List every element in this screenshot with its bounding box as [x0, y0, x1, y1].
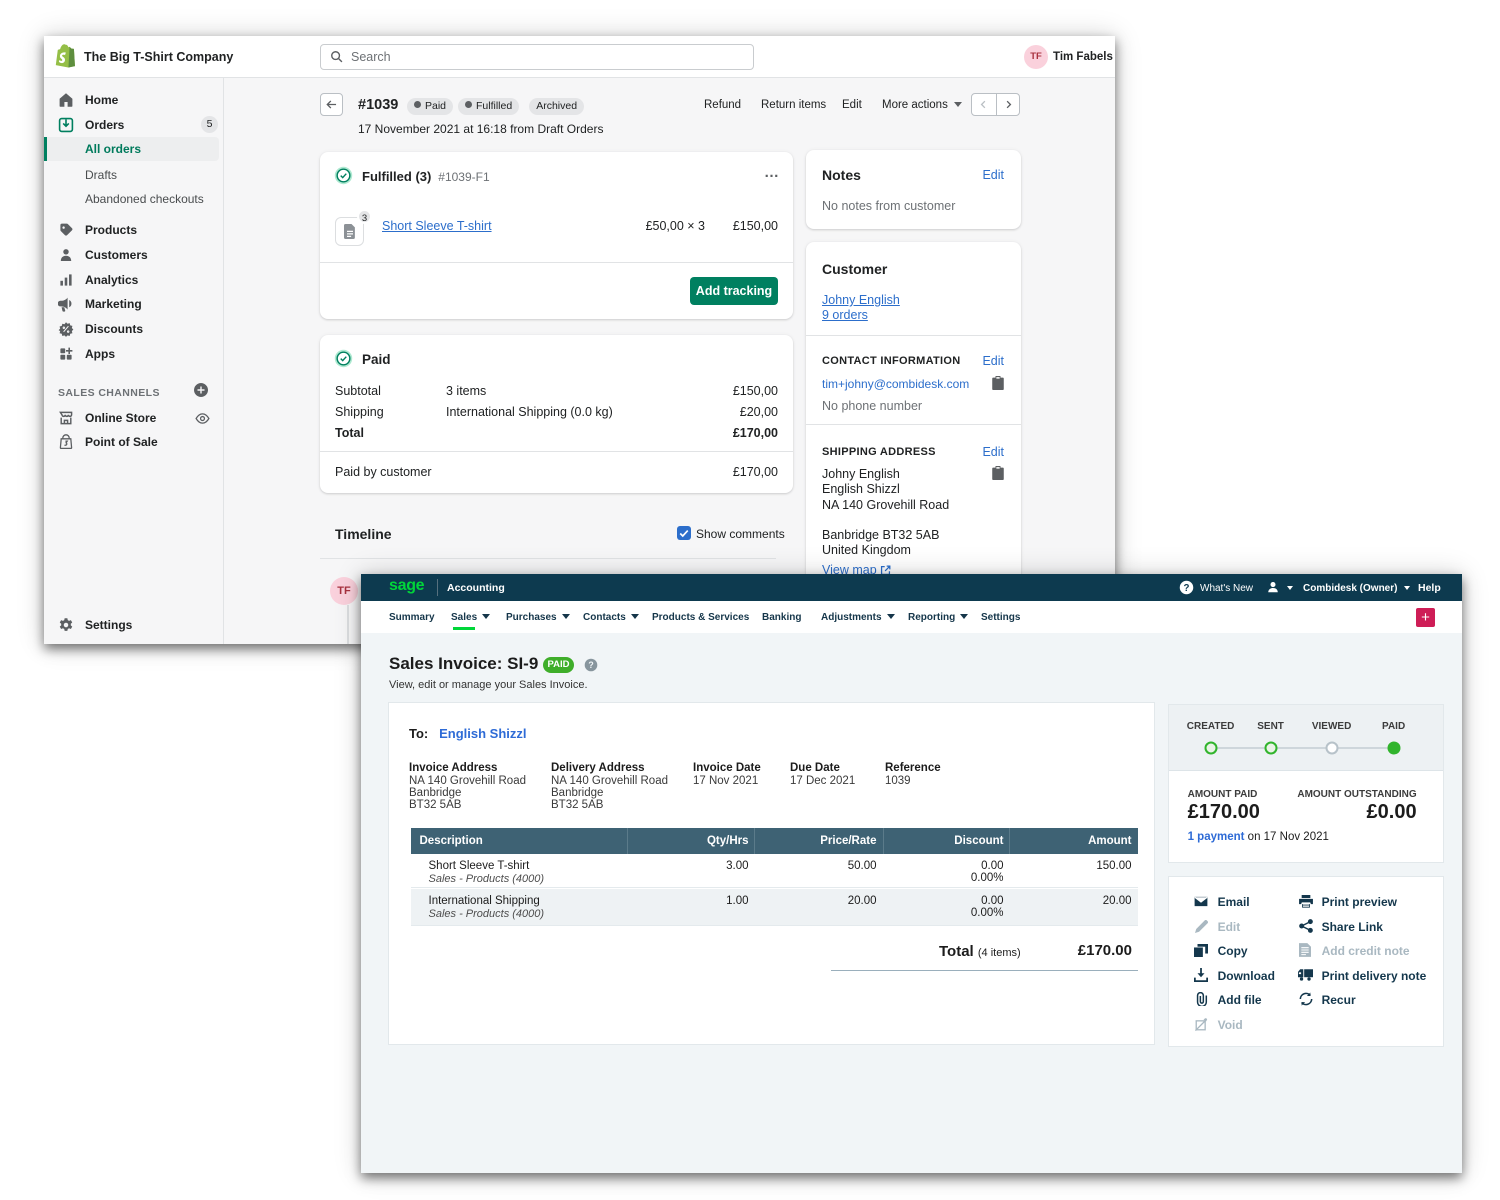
- svg-text:?: ?: [588, 660, 593, 670]
- svg-text:?: ?: [1184, 583, 1190, 594]
